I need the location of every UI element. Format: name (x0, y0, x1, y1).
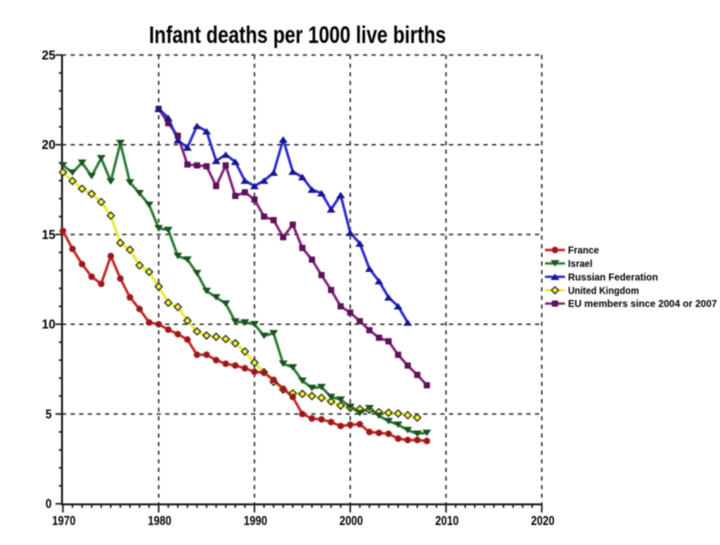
svg-text:EU members since 2004 or 2007: EU members since 2004 or 2007 (568, 298, 717, 310)
svg-text:2010: 2010 (435, 514, 459, 528)
svg-text:20: 20 (42, 138, 56, 152)
svg-text:Russian Federation: Russian Federation (568, 271, 658, 283)
svg-text:1980: 1980 (148, 514, 172, 528)
svg-text:0: 0 (46, 497, 52, 511)
svg-text:5: 5 (46, 407, 52, 421)
svg-text:Israel: Israel (568, 258, 593, 270)
svg-text:2000: 2000 (339, 514, 363, 528)
svg-text:25: 25 (42, 48, 56, 62)
svg-text:1990: 1990 (244, 514, 268, 528)
svg-text:1970: 1970 (52, 514, 76, 528)
svg-text:France: France (568, 245, 599, 257)
svg-text:United Kingdom: United Kingdom (568, 285, 639, 297)
svg-text:Infant deaths per 1000 live bi: Infant deaths per 1000 live births (149, 22, 446, 49)
svg-text:10: 10 (42, 318, 56, 332)
svg-text:2020: 2020 (531, 514, 555, 528)
svg-text:15: 15 (42, 228, 56, 242)
